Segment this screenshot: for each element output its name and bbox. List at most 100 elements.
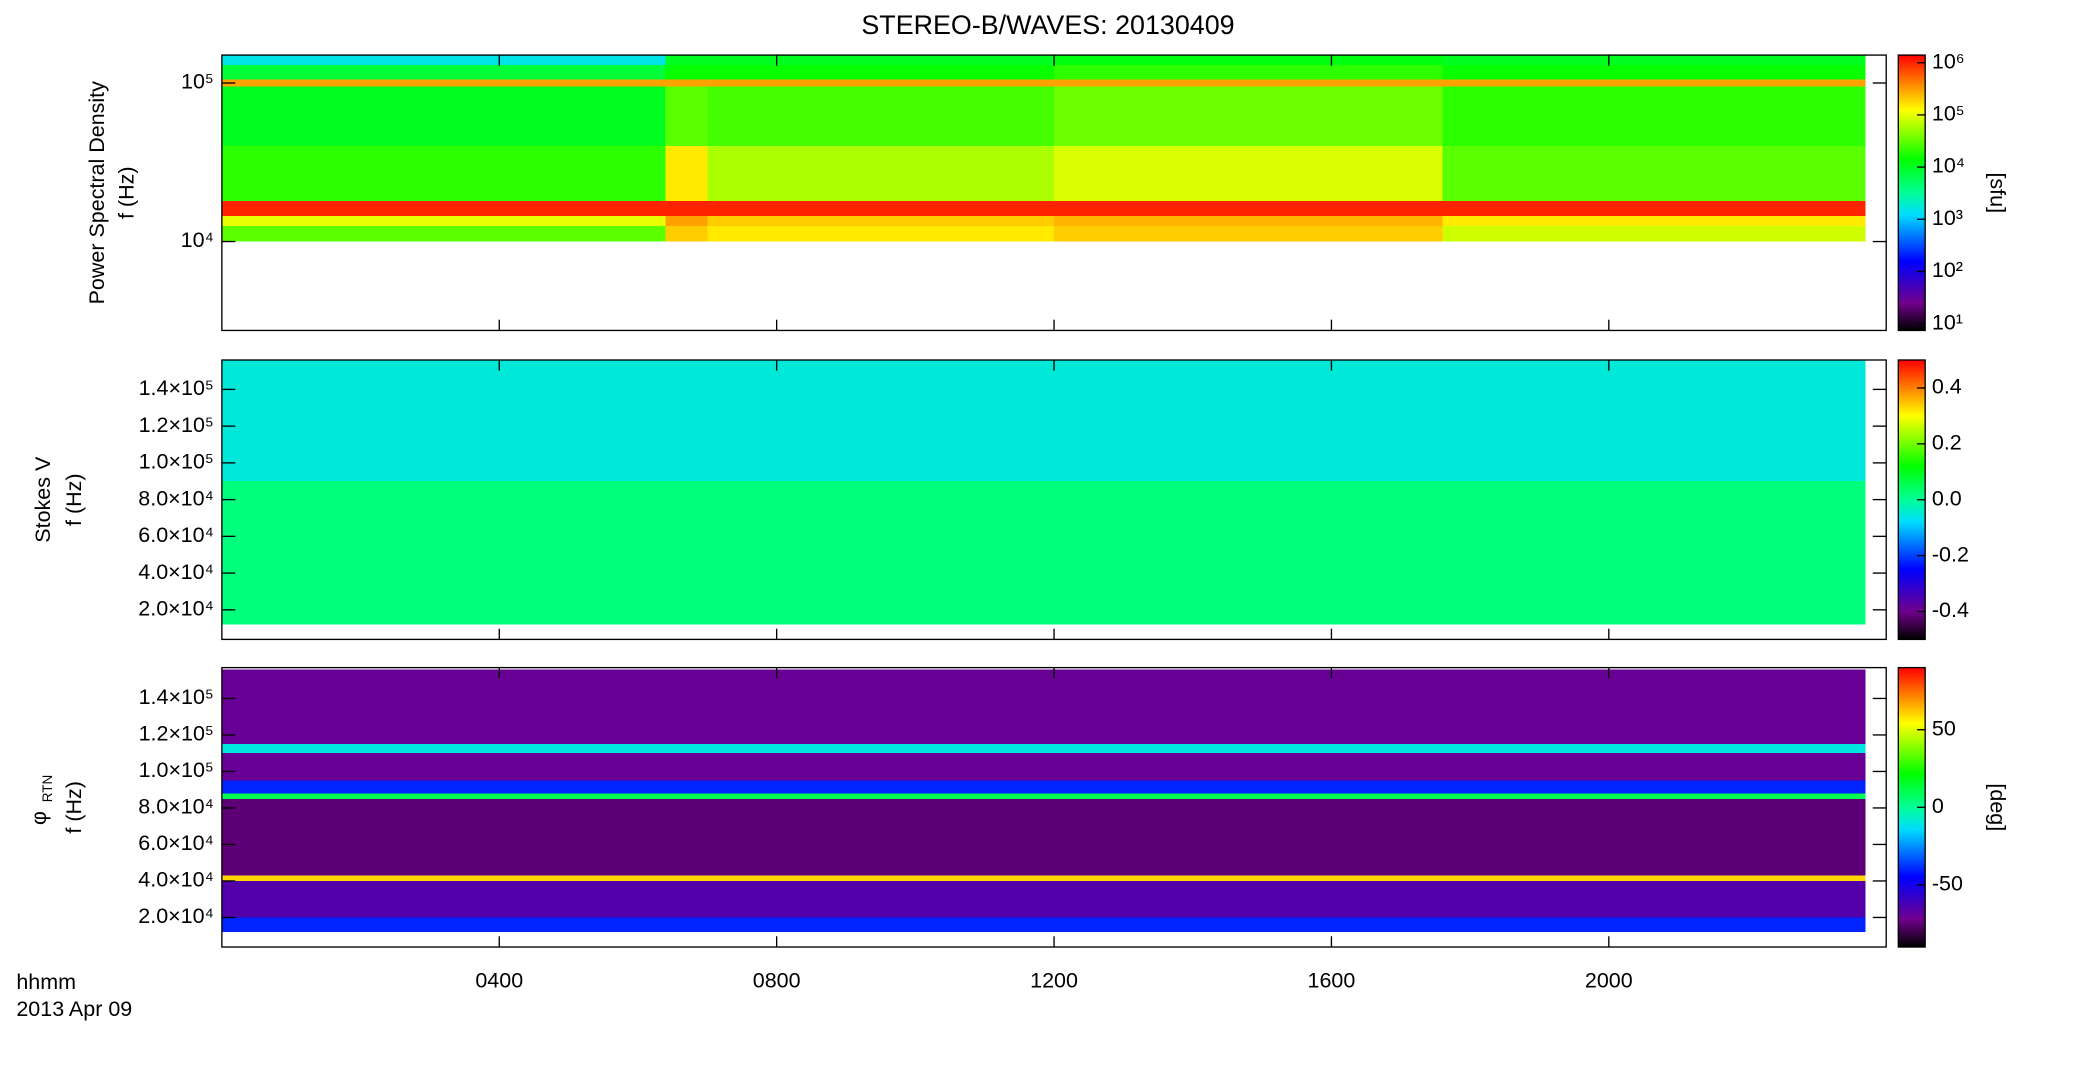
x-tick-label: 2000 (1585, 969, 1633, 993)
heatmap-cell (1054, 201, 1443, 216)
y-axis-label: Stokes V (31, 456, 55, 543)
heatmap-cell (1054, 146, 1443, 202)
y-tick-label: 6.0×10⁴ (138, 523, 214, 547)
heatmap-cell (221, 86, 666, 147)
heatmap-cell (1054, 55, 1443, 65)
heatmap-cell (221, 669, 1866, 745)
heatmap-cell (707, 226, 1055, 242)
heatmap-cell (1442, 55, 1866, 65)
colorbar-tick-label: 50 (1932, 716, 1956, 740)
y-tick-label: 10⁴ (181, 228, 214, 252)
heatmap-cell (1442, 79, 1866, 87)
colorbar-tick-label: 10⁵ (1932, 102, 1965, 126)
colorbar-tick-label: 0.0 (1932, 486, 1962, 510)
y-tick-label: 2.0×10⁴ (138, 596, 214, 620)
colorbar-frame (1897, 54, 1926, 332)
heatmap-cell (1442, 215, 1866, 227)
heatmap-cell (221, 780, 1866, 794)
x-tick-label: 1200 (1030, 969, 1078, 993)
heatmap-cell (221, 793, 1866, 799)
heatmap-cell (1442, 64, 1866, 80)
y-tick-label: 6.0×10⁴ (138, 831, 214, 855)
y-tick-label: 1.2×10⁵ (139, 722, 214, 746)
heatmap-cell (221, 79, 666, 87)
heatmap-cell (707, 55, 1055, 65)
colorbar-tick-label: 0 (1932, 794, 1944, 818)
y-tick-label: 1.0×10⁵ (139, 758, 214, 782)
colorbar (1898, 55, 1926, 331)
heatmap-cell (221, 481, 1866, 625)
colorbar-tick-label: 0.4 (1932, 375, 1962, 399)
heatmap-cell (665, 64, 708, 80)
chart-title: STEREO-B/WAVES: 20130409 (861, 10, 1234, 40)
heatmap-cell (665, 146, 708, 202)
heatmap-cell (707, 86, 1055, 147)
colorbar-label: [deg] (1986, 783, 2010, 831)
colorbar-tick-label: 0.2 (1932, 430, 1962, 454)
colorbar-tick-label: -0.4 (1932, 598, 1969, 622)
heatmap-cell (221, 917, 1866, 933)
x-tick-label: 0400 (475, 969, 523, 993)
heatmap-cell (665, 79, 708, 87)
heatmap-cell (221, 201, 666, 216)
heatmap-cell (221, 875, 1866, 881)
y-tick-label: 4.0×10⁴ (138, 868, 214, 892)
y-tick-label: 10⁵ (181, 70, 214, 94)
y-tick-label: 1.4×10⁵ (139, 685, 214, 709)
date-label: 2013 Apr 09 (16, 997, 132, 1021)
colorbar-tick-label: 10⁴ (1932, 154, 1965, 178)
colorbar-tick-label: 10³ (1932, 206, 1963, 230)
heatmap-cell (221, 753, 1866, 781)
heatmap-cell (707, 64, 1055, 80)
y-axis-label: φ (27, 811, 51, 825)
heatmap-cell (221, 215, 666, 227)
heatmap-cell (665, 226, 708, 242)
heatmap-cell (1442, 86, 1866, 147)
y-axis-label: f (Hz) (115, 167, 139, 220)
heatmap-cell (665, 55, 708, 65)
heatmap-cell (221, 64, 666, 80)
y-axis-label-subscript: RTN (40, 775, 55, 802)
colorbar-tick-label: 10⁶ (1932, 49, 1965, 73)
x-axis-label: hhmm (16, 970, 76, 994)
heatmap-cell (221, 744, 1866, 754)
colorbar-tick-label: -0.2 (1932, 542, 1969, 566)
heatmap-cell (1054, 79, 1443, 87)
y-tick-label: 8.0×10⁴ (138, 795, 214, 819)
y-tick-label: 1.2×10⁵ (139, 413, 214, 437)
y-axis-label: f (Hz) (62, 473, 86, 526)
colorbar-tick-label: 10¹ (1932, 310, 1963, 334)
heatmap-cell (221, 360, 1866, 482)
heatmap-cell (1054, 215, 1443, 227)
heatmap-cell (665, 215, 708, 227)
colorbar-label: [sfu] (1986, 172, 2010, 213)
heatmap-cell (707, 146, 1055, 202)
y-tick-label: 1.4×10⁵ (139, 376, 214, 400)
heatmap-cell (1442, 201, 1866, 216)
y-tick-label: 4.0×10⁴ (138, 560, 214, 584)
y-tick-label: 1.0×10⁵ (139, 450, 214, 474)
y-axis-label: f (Hz) (62, 781, 86, 834)
colorbar-tick-label: 10² (1932, 258, 1963, 282)
heatmap-cell (707, 215, 1055, 227)
heatmap-cell (221, 880, 1866, 918)
heatmap-cell (221, 55, 666, 65)
heatmap-cell (707, 201, 1055, 216)
heatmap-cell (665, 201, 708, 216)
heatmap-cell (1442, 146, 1866, 202)
heatmap-cell (665, 86, 708, 147)
x-tick-label: 0800 (753, 969, 801, 993)
heatmap-cell (1054, 64, 1443, 80)
y-axis-label: Power Spectral Density (85, 81, 109, 305)
heatmap-cell (221, 798, 1866, 876)
colorbar-tick-label: -50 (1932, 872, 1963, 896)
y-tick-label: 8.0×10⁴ (138, 486, 214, 510)
heatmap-cell (707, 79, 1055, 87)
y-tick-label: 2.0×10⁴ (138, 904, 214, 928)
heatmap-cell (221, 146, 666, 202)
heatmap-cell (1054, 226, 1443, 242)
x-tick-label: 1600 (1308, 969, 1356, 993)
heatmap-cell (1442, 226, 1866, 242)
